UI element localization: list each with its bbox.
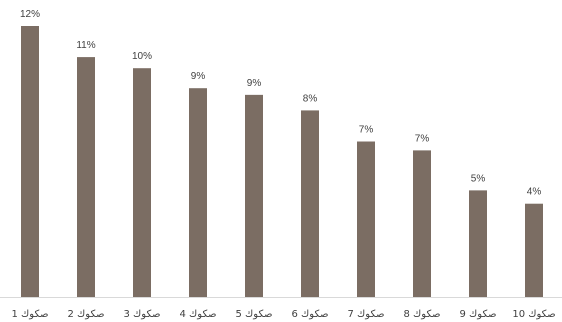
data-label: 10% bbox=[132, 51, 152, 62]
data-label: 12% bbox=[20, 9, 40, 20]
x-tick-labels-group: صكوك 1 صكوك 2 صكوك 3 صكوك 4 صكوك 5 صكوك 6 صكوك… bbox=[12, 309, 556, 320]
x-tick-label: صكوك 8 bbox=[404, 309, 441, 320]
bar bbox=[21, 26, 39, 297]
data-label: 4% bbox=[527, 187, 542, 198]
data-label: 9% bbox=[191, 71, 206, 82]
data-label: 8% bbox=[303, 93, 318, 104]
x-tick-label: صكوك 2 bbox=[68, 309, 105, 320]
data-label: 5% bbox=[471, 173, 486, 184]
data-labels-group: 12% 11% 10% 9% 9% 8% 7% 7% 5% 4% bbox=[20, 9, 541, 198]
x-tick-label: صكوك 10 bbox=[512, 309, 555, 320]
x-tick-label: صكوك 1 bbox=[12, 309, 49, 320]
data-label: 7% bbox=[415, 133, 430, 144]
x-tick-label: صكوك 5 bbox=[236, 309, 273, 320]
x-tick-label: صكوك 6 bbox=[292, 309, 329, 320]
bar bbox=[133, 68, 151, 297]
bar bbox=[77, 57, 95, 298]
bar bbox=[245, 94, 263, 297]
bar bbox=[357, 141, 375, 297]
bar bbox=[301, 110, 319, 297]
x-tick-label: صكوك 4 bbox=[180, 309, 217, 320]
x-tick-label: صكوك 7 bbox=[348, 309, 385, 320]
bar bbox=[469, 190, 487, 297]
data-label: 7% bbox=[359, 125, 374, 136]
bar bbox=[189, 88, 207, 298]
data-label: 9% bbox=[247, 78, 262, 89]
data-label: 11% bbox=[76, 40, 95, 51]
x-tick-label: صكوك 9 bbox=[460, 309, 497, 320]
x-tick-label: صكوك 3 bbox=[124, 309, 161, 320]
bar bbox=[525, 203, 543, 297]
bars-group bbox=[21, 26, 543, 298]
bar bbox=[413, 150, 431, 297]
